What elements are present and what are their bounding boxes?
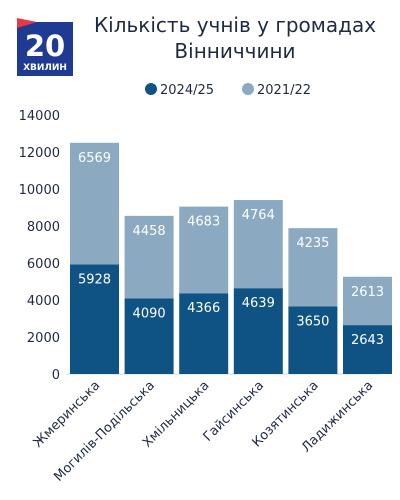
y-tick-label-1: 2000	[27, 331, 60, 346]
y-tick-label-4: 8000	[27, 220, 60, 235]
data-label-current-2: 4090	[133, 306, 166, 321]
logo-accent	[17, 18, 37, 28]
data-label-previous-1: 6569	[78, 151, 111, 166]
chart-title: Кількість учнів у громадах Вінниччини	[80, 12, 390, 64]
y-tick-label-7: 14000	[19, 109, 60, 124]
bar-current-5	[288, 306, 338, 374]
bar-current-1	[70, 264, 119, 374]
data-label-current-6: 2643	[351, 333, 384, 348]
bar-previous-1	[70, 142, 119, 265]
legend-label-2: 2021/22	[257, 83, 311, 98]
bar-previous-5	[288, 228, 338, 307]
y-tick-label-5: 10000	[19, 183, 60, 198]
bar-current-2	[124, 298, 174, 374]
data-label-current-5: 3650	[296, 314, 329, 329]
logo-background	[17, 22, 73, 76]
data-label-previous-5: 4235	[296, 236, 329, 251]
data-label-current-1: 5928	[78, 272, 111, 287]
data-label-previous-3: 4683	[187, 215, 220, 230]
bar-current-3	[179, 293, 229, 374]
bar-current-4	[233, 288, 283, 374]
data-label-current-3: 4366	[187, 301, 220, 316]
legend-swatch-2	[242, 83, 254, 95]
chart-title-line-1: Кількість учнів у громадах	[93, 13, 377, 37]
data-label-previous-6: 2613	[351, 285, 384, 300]
legend-swatch-1	[145, 83, 157, 95]
y-tick-label-2: 4000	[27, 294, 60, 309]
data-label-previous-2: 4458	[133, 224, 166, 239]
brand-logo: 20 ХВИЛИН	[17, 18, 73, 76]
bar-current-6	[343, 325, 392, 374]
bar-previous-6	[343, 276, 392, 326]
data-label-current-4: 4639	[242, 296, 275, 311]
bar-previous-4	[233, 200, 283, 289]
y-tick-label-6: 12000	[19, 146, 60, 161]
y-tick-label-3: 6000	[27, 257, 60, 272]
logo-number: 20	[25, 29, 65, 63]
logo-word: ХВИЛИН	[23, 63, 67, 73]
bar-previous-3	[179, 206, 229, 294]
legend-label-1: 2024/25	[160, 83, 214, 98]
chart-title-line-2: Вінниччини	[174, 39, 296, 63]
data-label-previous-4: 4764	[242, 208, 275, 223]
x-category-label-2: Могилів-Подільська	[51, 378, 158, 485]
bar-previous-2	[124, 215, 174, 299]
y-tick-label-0: 0	[52, 368, 60, 383]
